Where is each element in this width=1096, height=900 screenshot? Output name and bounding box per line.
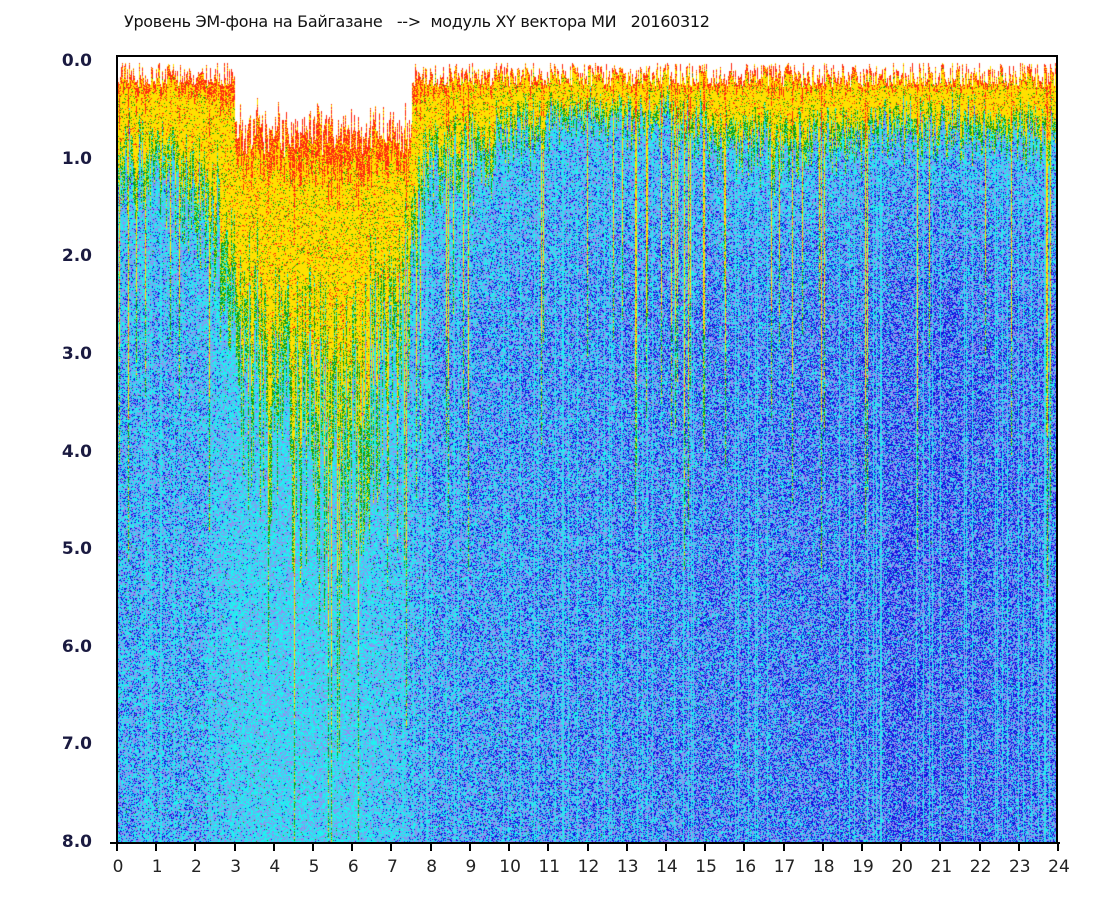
x-tick-label: 5 xyxy=(308,857,320,877)
x-tick xyxy=(155,843,158,851)
chart-title: Уровень ЭМ-фона на Байгазане --> модуль … xyxy=(124,12,710,31)
x-tick xyxy=(312,843,315,851)
x-tick xyxy=(586,843,589,851)
plot-frame xyxy=(116,55,1058,843)
y-tick-label: 7.0 xyxy=(61,734,92,755)
x-tick-label: 20 xyxy=(891,857,913,877)
y-tick-label: 8.0 xyxy=(61,832,92,852)
x-tick-label: 12 xyxy=(577,857,600,877)
x-tick-label: 8 xyxy=(426,857,438,877)
x-tick xyxy=(272,843,275,851)
x-tick xyxy=(508,843,511,851)
x-tick-label: 21 xyxy=(930,857,953,877)
x-tick-label: 0 xyxy=(112,857,124,877)
x-tick xyxy=(351,843,354,851)
x-tick-label: 18 xyxy=(812,857,835,877)
heatmap-canvas xyxy=(117,62,1058,843)
x-tick xyxy=(743,843,746,851)
x-tick-label: 14 xyxy=(656,857,678,877)
x-tick-label: 7 xyxy=(387,857,398,877)
x-tick-label: 11 xyxy=(538,857,561,877)
x-tick-label: 10 xyxy=(499,857,521,877)
x-tick-label: 23 xyxy=(1008,857,1031,877)
x-tick-label: 9 xyxy=(465,857,477,877)
x-tick xyxy=(939,843,942,851)
x-tick xyxy=(116,843,118,851)
x-tick xyxy=(625,843,628,851)
y-tick-label: 6.0 xyxy=(61,636,92,657)
x-tick xyxy=(664,843,667,851)
x-tick-label: 13 xyxy=(616,857,639,877)
x-tick-label: 19 xyxy=(852,857,874,877)
x-tick xyxy=(821,843,824,851)
x-tick xyxy=(468,843,471,851)
x-tick-label: 22 xyxy=(969,857,992,877)
x-tick xyxy=(547,843,550,851)
x-tick xyxy=(390,843,393,851)
y-tick-label: 2.0 xyxy=(61,246,92,267)
x-tick-label: 3 xyxy=(230,857,242,877)
x-tick-label: 16 xyxy=(734,857,757,877)
x-tick xyxy=(194,843,197,851)
y-tick-label: 5.0 xyxy=(61,539,92,560)
y-tick-label: 4.0 xyxy=(61,441,92,462)
x-tick xyxy=(860,843,863,851)
x-tick-label: 24 xyxy=(1048,857,1070,877)
x-tick-label: 4 xyxy=(269,857,281,877)
x-tick xyxy=(429,843,432,851)
x-tick xyxy=(978,843,981,851)
x-tick xyxy=(233,843,236,851)
x-tick xyxy=(900,843,903,851)
x-tick xyxy=(704,843,707,851)
x-tick-label: 1 xyxy=(151,857,163,877)
x-tick xyxy=(1017,843,1020,851)
x-tick xyxy=(782,843,785,851)
y-tick-label: 1.0 xyxy=(61,148,92,169)
x-tick-label: 6 xyxy=(347,857,359,877)
x-axis-line xyxy=(110,842,1060,844)
y-tick-label: 3.0 xyxy=(61,343,92,364)
x-tick xyxy=(1057,843,1059,851)
x-tick-label: 2 xyxy=(190,857,202,877)
x-tick-label: 17 xyxy=(773,857,796,877)
x-tick-label: 15 xyxy=(695,857,717,877)
y-tick-label: 0.0 xyxy=(61,51,92,71)
